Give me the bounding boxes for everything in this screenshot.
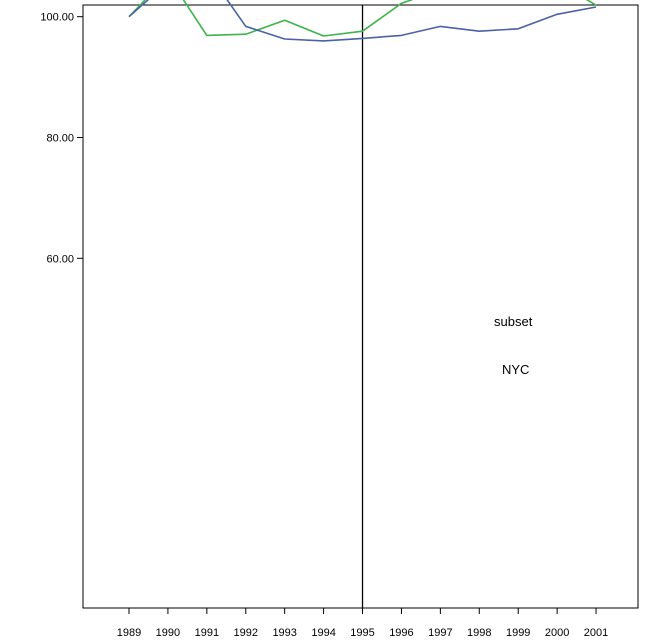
series-label-subset: subset xyxy=(494,314,533,329)
x-tick-label-1991: 1991 xyxy=(195,627,219,639)
x-tick-label-1992: 1992 xyxy=(234,627,258,639)
x-tick-label-1994: 1994 xyxy=(311,627,335,639)
plot-frame xyxy=(82,4,639,609)
series-labels: subset NYC xyxy=(494,314,533,377)
y-tick-label-0: 60.00 xyxy=(46,253,74,265)
series-line-nyc xyxy=(128,0,597,42)
x-tick-label-1990: 1990 xyxy=(156,627,180,639)
x-tick-label-2001: 2001 xyxy=(584,627,608,639)
x-tick-label-1996: 1996 xyxy=(389,627,413,639)
x-tick-label-1989: 1989 xyxy=(117,627,141,639)
x-tick-label-2000: 2000 xyxy=(545,627,569,639)
x-tick-label-1995: 1995 xyxy=(350,627,374,639)
x-axis: 1989 1990 1991 1992 1993 1994 1995 1996 1997 1998… xyxy=(117,608,608,639)
x-tick-label-1997: 1997 xyxy=(428,627,452,639)
y-tick-label-2: 100.00 xyxy=(40,12,74,24)
x-tick-label-1998: 1998 xyxy=(467,627,491,639)
series-line-subset xyxy=(128,0,597,37)
x-tick-label-1993: 1993 xyxy=(272,627,296,639)
x-tick-label-1999: 1999 xyxy=(506,627,530,639)
y-tick-label-1: 80.00 xyxy=(46,133,74,145)
series-label-nyc: NYC xyxy=(502,362,529,377)
series-layer xyxy=(128,0,597,42)
